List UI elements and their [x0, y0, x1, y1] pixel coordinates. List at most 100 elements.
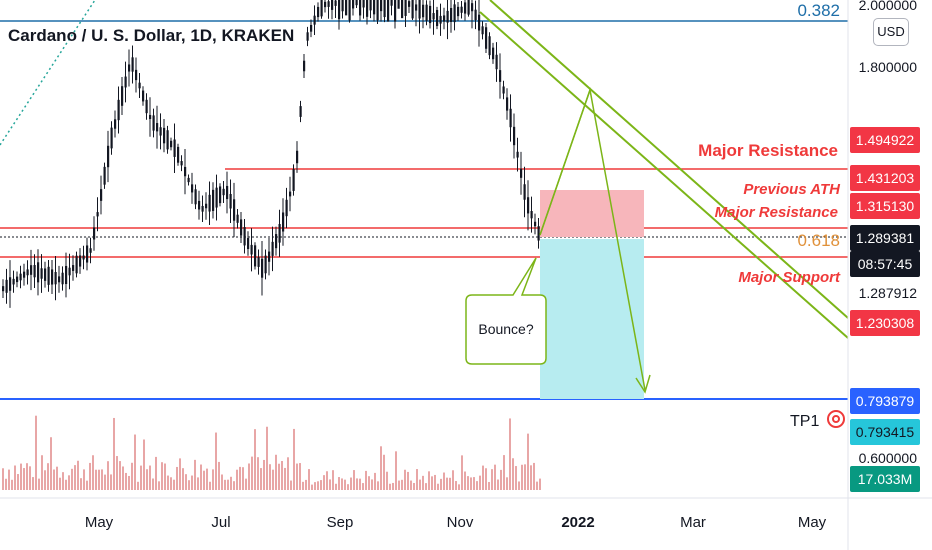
volume-bar — [437, 483, 439, 490]
volume-bar — [314, 482, 316, 490]
volume-bar — [530, 465, 532, 490]
candle-body — [247, 238, 250, 250]
volume-bar — [296, 463, 298, 490]
horizontal-levels — [0, 20, 848, 400]
candle-body — [355, 0, 358, 6]
candle-body — [177, 146, 180, 163]
volume-bar — [500, 469, 502, 490]
candle-body — [303, 60, 306, 72]
candle-body — [446, 10, 449, 23]
volume-bar — [125, 472, 127, 490]
candle-body — [117, 99, 120, 121]
candle-body — [457, 6, 460, 17]
candle-body — [271, 241, 274, 256]
volume-bar — [350, 477, 352, 490]
volume-bar — [110, 474, 112, 490]
currency-button[interactable]: USD — [873, 18, 909, 46]
candle-body — [152, 115, 155, 131]
volume-bar — [245, 478, 247, 490]
volume-bar — [302, 481, 304, 490]
candle-body — [282, 212, 285, 232]
candle-body — [16, 276, 19, 283]
volume-bar — [359, 478, 361, 490]
candle-body — [383, 0, 386, 18]
candle-body — [201, 205, 204, 212]
candle-body — [159, 127, 162, 136]
time-axis[interactable]: May Jul Sep Nov 2022 Mar May — [0, 497, 932, 531]
candle-body — [485, 27, 488, 49]
volume-bar — [5, 478, 7, 490]
candle-body — [334, 0, 337, 6]
volume-bar — [410, 480, 412, 490]
candle-body — [163, 127, 166, 144]
volume-bar — [527, 433, 529, 490]
volume-bar — [230, 476, 232, 490]
volume-bar — [257, 457, 259, 490]
rising-dotted-trendline — [0, 0, 96, 146]
volume-bar — [368, 476, 370, 490]
volume-bar — [227, 479, 229, 490]
volume-bar — [149, 465, 151, 490]
position-zones — [540, 190, 644, 399]
candle-body — [394, 0, 397, 22]
volume-bar — [140, 465, 142, 490]
x-tick-label: Mar — [680, 514, 706, 531]
volume-bar — [65, 479, 67, 490]
x-tick-label: May — [85, 514, 114, 531]
volume-bar — [395, 451, 397, 490]
candle-body — [82, 255, 85, 260]
candle-body — [327, 1, 330, 7]
volume-bar — [71, 468, 73, 490]
volume-bar — [362, 483, 364, 490]
candle-body — [411, 0, 414, 19]
candle-body — [268, 251, 271, 262]
volume-bar — [305, 479, 307, 490]
candle-body — [467, 0, 470, 15]
volume-bar — [371, 479, 373, 490]
volume-bar — [116, 456, 118, 490]
volume-bar — [335, 483, 337, 490]
volume-bar — [356, 478, 358, 490]
candle-body — [75, 255, 78, 274]
volume-bar — [29, 466, 31, 490]
candle-body — [135, 69, 138, 81]
volume-bar — [98, 469, 100, 490]
volume-bar — [389, 483, 391, 490]
candle-body — [502, 86, 505, 94]
price-axis[interactable]: 2.000000 1.800000 1.287912 0.600000 1.494922… — [847, 0, 932, 550]
candle-body — [47, 266, 50, 285]
candle-body — [408, 1, 411, 7]
volume-bar — [215, 432, 217, 490]
price-tag — [850, 310, 920, 336]
volume-bar — [164, 463, 166, 490]
volume-bar — [446, 477, 448, 490]
volume-bar — [320, 480, 322, 490]
candle-body — [537, 226, 540, 241]
volume-bar — [308, 469, 310, 490]
candle-body — [142, 90, 145, 102]
candle-body — [436, 9, 439, 27]
candle-body — [110, 127, 113, 149]
volume-bar — [170, 477, 172, 490]
level-labels: Bounce? Major Resistance Previous ATH Major… — [465, 1, 841, 365]
volume-bar — [191, 475, 193, 490]
volume-bar — [452, 470, 454, 490]
price-tag-text: 17.033M — [858, 471, 912, 487]
volume-bar — [104, 474, 106, 490]
candle-body — [33, 265, 36, 278]
candle-body — [128, 64, 131, 72]
candle-body — [243, 227, 246, 246]
volume-bar — [494, 464, 496, 490]
candle-body — [313, 15, 316, 25]
volume-bar — [239, 466, 241, 490]
candle-body — [37, 262, 40, 283]
candle-body — [401, 0, 404, 19]
candle-body — [324, 1, 327, 8]
volume-bar — [317, 481, 319, 490]
volume-bar — [251, 456, 253, 490]
candle-body — [506, 97, 509, 111]
projection-back — [539, 89, 591, 236]
volume-bar — [176, 466, 178, 490]
candle-body — [61, 272, 64, 285]
